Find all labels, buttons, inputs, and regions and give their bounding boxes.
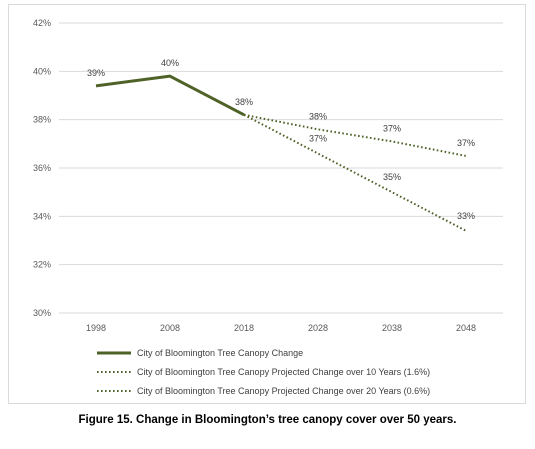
- legend: City of Bloomington Tree Canopy Change Ci…: [97, 348, 430, 396]
- data-label: 39%: [87, 68, 105, 78]
- x-tick-label: 2028: [308, 323, 328, 333]
- data-labels: 39% 40% 38% 37% 35% 33% 38% 37% 37%: [87, 58, 475, 221]
- x-axis-tick-labels: 1998 2008 2018 2028 2038 2048: [86, 323, 476, 333]
- y-tick-label: 42%: [33, 18, 51, 28]
- legend-entry: City of Bloomington Tree Canopy Change: [137, 348, 303, 358]
- figure-caption: Figure 15. Change in Bloomington’s tree …: [78, 414, 457, 426]
- x-tick-label: 2008: [160, 323, 180, 333]
- x-tick-label: 2038: [382, 323, 402, 333]
- y-tick-label: 38%: [33, 115, 51, 125]
- data-label: 37%: [383, 123, 401, 133]
- gridlines: [59, 22, 503, 314]
- x-tick-label: 2048: [456, 323, 476, 333]
- series-line-3: [243, 113, 467, 157]
- y-tick-label: 40%: [33, 66, 51, 76]
- data-label: 38%: [309, 111, 327, 121]
- series-lines: [95, 74, 467, 232]
- x-tick-label: 2018: [234, 323, 254, 333]
- data-label: 37%: [309, 134, 327, 144]
- series-line-2: [243, 113, 467, 232]
- y-tick-label: 36%: [33, 163, 51, 173]
- y-tick-label: 30%: [33, 308, 51, 318]
- y-tick-label: 32%: [33, 260, 51, 270]
- data-label: 37%: [457, 138, 475, 148]
- legend-entry: City of Bloomington Tree Canopy Projecte…: [137, 367, 430, 377]
- data-label: 38%: [235, 97, 253, 107]
- x-tick-label: 1998: [86, 323, 106, 333]
- y-axis-tick-labels: 30% 32% 34% 36% 38% 40% 42%: [33, 18, 51, 318]
- data-label: 40%: [161, 58, 179, 68]
- y-tick-label: 34%: [33, 211, 51, 221]
- chart-frame: 30% 32% 34% 36% 38% 40% 42% 1998 2008 2018 2028 20…: [8, 4, 526, 404]
- legend-entry: City of Bloomington Tree Canopy Projecte…: [137, 386, 430, 396]
- data-label: 33%: [457, 211, 475, 221]
- tree-canopy-line-chart: 30% 32% 34% 36% 38% 40% 42% 1998 2008 2018 2028 20…: [33, 18, 503, 396]
- data-label: 35%: [383, 172, 401, 182]
- series-line-1: [95, 74, 245, 117]
